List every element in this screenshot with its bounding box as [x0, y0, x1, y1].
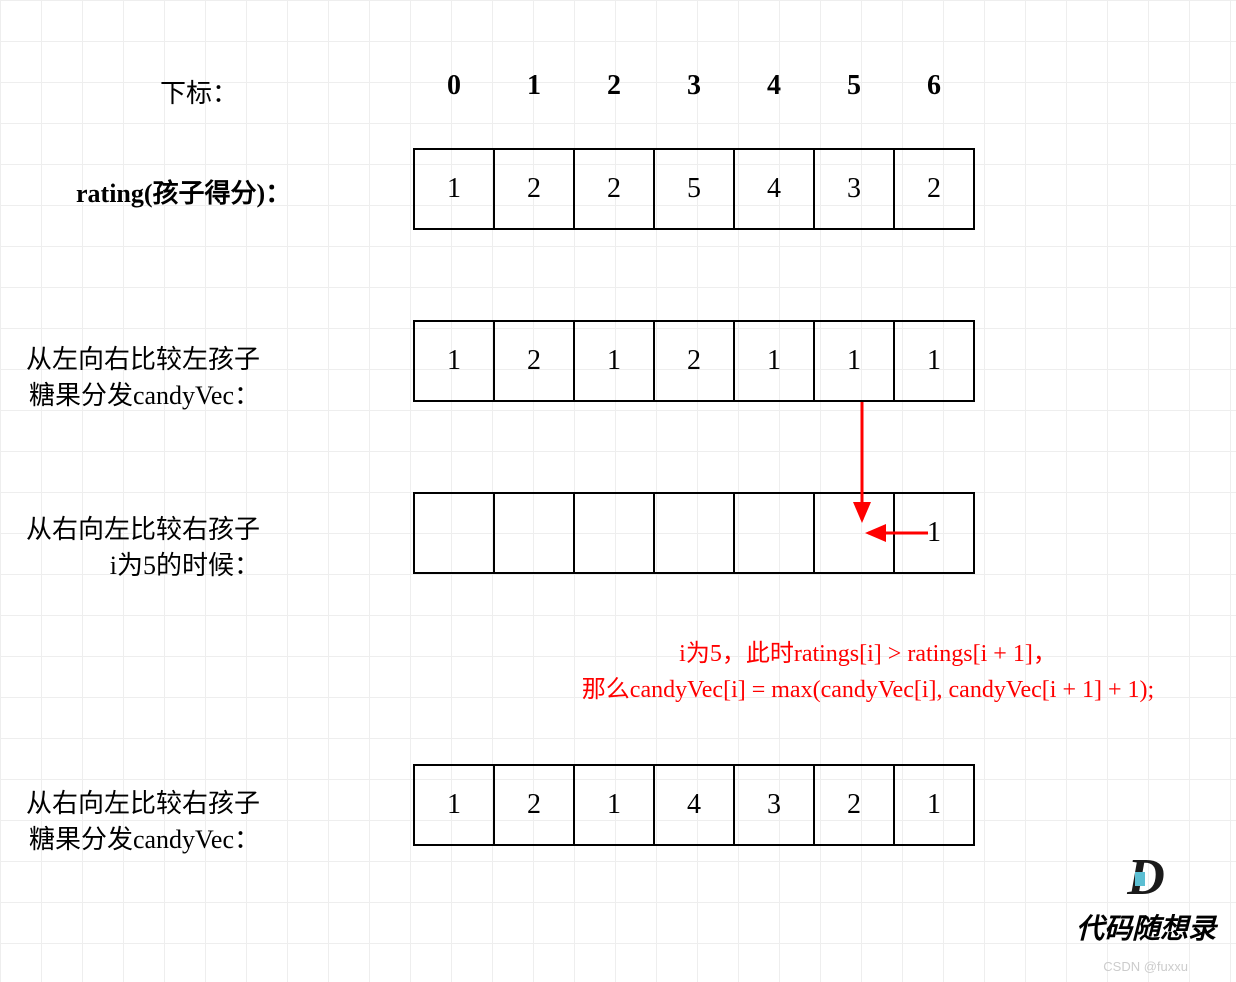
- rating-cell: 2: [493, 148, 575, 230]
- ltr-cell: 1: [893, 320, 975, 402]
- ltr-cell: 1: [813, 320, 895, 402]
- rtl-final-cell: 2: [813, 764, 895, 846]
- rtl-i5-array: 1: [413, 492, 975, 574]
- rating-label: rating(孩子得分)：: [76, 176, 291, 212]
- ltr-cell: 1: [733, 320, 815, 402]
- note-line1: i为5，此时ratings[i] > ratings[i + 1]，: [548, 636, 1188, 672]
- index-cell: 3: [653, 70, 735, 102]
- watermark: D 代码随想录: [1076, 848, 1216, 947]
- rtl-final-cell: 2: [493, 764, 575, 846]
- watermark-text: 代码随想录: [1076, 907, 1216, 947]
- rtl-final-cell: 1: [413, 764, 495, 846]
- index-cell: 6: [893, 70, 975, 102]
- rtl-i5-cell: [813, 492, 895, 574]
- rtl-final-label: 从右向左比较右孩子 糖果分发candyVec：: [26, 786, 260, 859]
- index-cell: 5: [813, 70, 895, 102]
- rtl-final-cell: 3: [733, 764, 815, 846]
- rtl-i5-cell: [733, 492, 815, 574]
- rtl-i5-cell: [653, 492, 735, 574]
- rating-cell: 4: [733, 148, 815, 230]
- watermark-icon: D: [1127, 848, 1165, 907]
- rtl-final-cell: 4: [653, 764, 735, 846]
- note-line2: 那么candyVec[i] = max(candyVec[i], candyVe…: [548, 672, 1188, 708]
- formula-note: i为5，此时ratings[i] > ratings[i + 1]， 那么can…: [548, 636, 1188, 708]
- rtl-final-cell: 1: [573, 764, 655, 846]
- rating-cell: 3: [813, 148, 895, 230]
- rating-cell: 5: [653, 148, 735, 230]
- rating-cell: 2: [573, 148, 655, 230]
- rtl-i5-cell: [493, 492, 575, 574]
- rtl-i5-label: 从右向左比较右孩子 i为5的时候：: [26, 512, 260, 585]
- index-cell: 0: [413, 70, 495, 102]
- rtl-i5-cell: [573, 492, 655, 574]
- index-row: 0 1 2 3 4 5 6: [413, 70, 975, 102]
- ltr-cell: 2: [493, 320, 575, 402]
- ltr-cell: 1: [413, 320, 495, 402]
- ltr-cell: 1: [573, 320, 655, 402]
- csdn-attribution: CSDN @fuxxu: [1103, 959, 1188, 974]
- rtl-final-cell: 1: [893, 764, 975, 846]
- ltr-cell: 2: [653, 320, 735, 402]
- index-cell: 1: [493, 70, 575, 102]
- rating-cell: 2: [893, 148, 975, 230]
- index-cell: 2: [573, 70, 655, 102]
- rating-cell: 1: [413, 148, 495, 230]
- rtl-i5-cell: [413, 492, 495, 574]
- rating-array: 1 2 2 5 4 3 2: [413, 148, 975, 230]
- ltr-label: 从左向右比较左孩子 糖果分发candyVec：: [26, 342, 260, 415]
- rtl-final-array: 1 2 1 4 3 2 1: [413, 764, 975, 846]
- index-label: 下标：: [160, 76, 238, 112]
- index-cell: 4: [733, 70, 815, 102]
- rtl-i5-cell: 1: [893, 492, 975, 574]
- ltr-array: 1 2 1 2 1 1 1: [413, 320, 975, 402]
